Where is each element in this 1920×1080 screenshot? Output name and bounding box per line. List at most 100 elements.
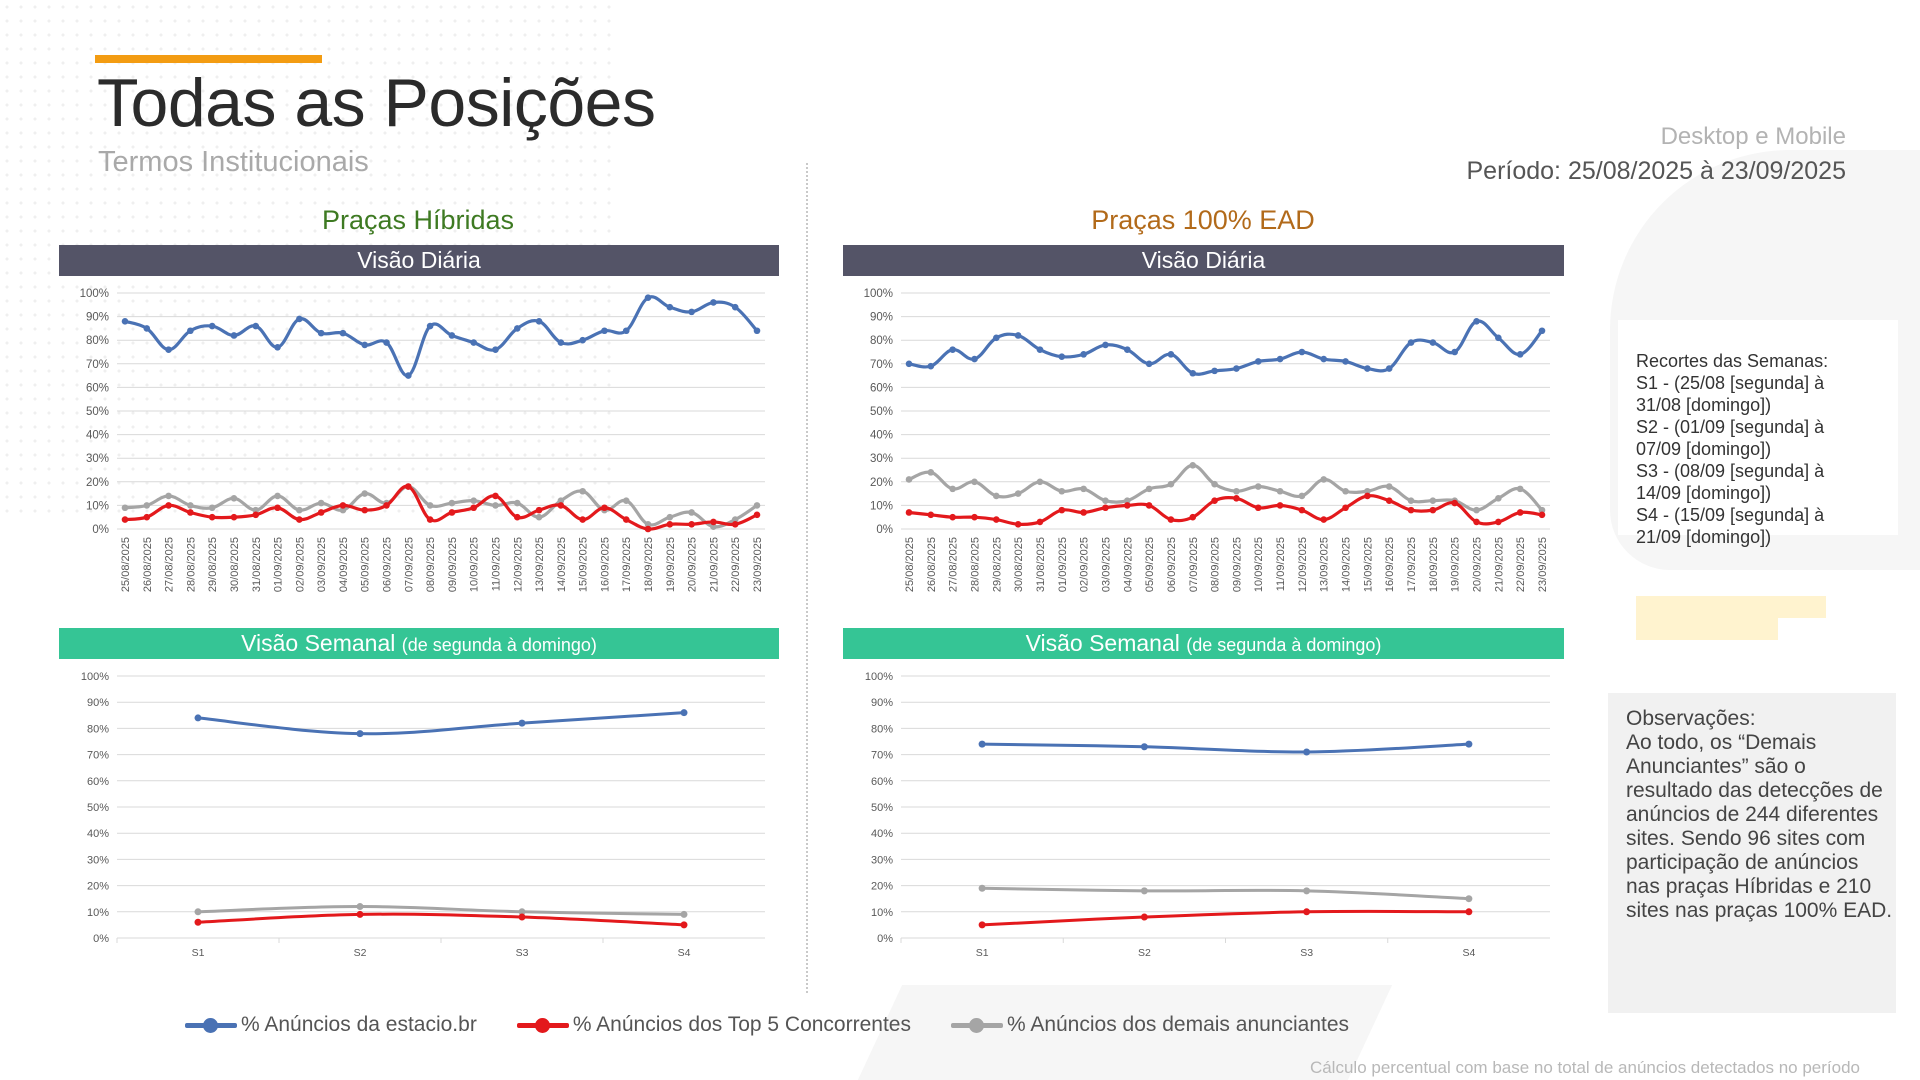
- data-point: [1102, 341, 1109, 349]
- data-point: [993, 492, 1000, 500]
- x-tick-label: 15/09/2025: [578, 537, 590, 592]
- data-point: [1516, 509, 1524, 516]
- data-point: [1145, 502, 1153, 509]
- data-point: [1364, 487, 1371, 495]
- data-point: [208, 513, 216, 521]
- x-tick-label: 29/08/2025: [991, 537, 1003, 592]
- legend-marker-icon: [516, 1017, 569, 1033]
- data-point: [1407, 497, 1415, 504]
- data-point: [470, 339, 477, 346]
- y-tick-label: 100%: [80, 288, 109, 300]
- y-tick-label: 60%: [870, 382, 893, 394]
- x-tick-label: 12/09/2025: [1297, 537, 1309, 592]
- data-point: [1298, 348, 1306, 356]
- x-tick-label: 30/08/2025: [229, 537, 241, 592]
- data-point: [1080, 485, 1087, 493]
- data-point: [1254, 483, 1262, 490]
- x-tick-label: 13/09/2025: [534, 537, 546, 592]
- x-tick-label: 15/09/2025: [1362, 537, 1374, 592]
- data-point: [356, 903, 364, 911]
- highlight-block: [1636, 596, 1826, 618]
- data-point: [731, 520, 739, 528]
- data-point: [143, 513, 151, 521]
- series-line: [980, 886, 1471, 901]
- y-tick-label: 50%: [86, 406, 109, 418]
- data-point: [143, 325, 151, 332]
- data-point: [356, 730, 364, 738]
- data-point: [1342, 358, 1349, 365]
- y-tick-label: 60%: [86, 382, 109, 394]
- data-point: [317, 509, 325, 516]
- data-point: [361, 506, 369, 514]
- x-tick-label: 06/09/2025: [1166, 537, 1178, 592]
- y-tick-label: 10%: [87, 907, 109, 919]
- footnote: Cálculo percentual com base no total de …: [1309, 1058, 1860, 1077]
- data-point: [557, 497, 565, 504]
- data-point: [1189, 461, 1197, 469]
- weeks-panel: [1618, 320, 1898, 535]
- data-point: [1276, 487, 1284, 495]
- legend-label: % Anúncios dos Top 5 Concorrentes: [572, 1013, 911, 1036]
- x-tick-label: 14/09/2025: [1341, 537, 1353, 592]
- series-line: [907, 319, 1544, 376]
- data-point: [1036, 478, 1044, 486]
- data-point: [644, 520, 652, 528]
- data-point: [622, 516, 630, 523]
- x-tick-label: 23/09/2025: [1537, 537, 1549, 592]
- left-section-title: Praças Híbridas: [321, 205, 515, 235]
- data-point: [1123, 502, 1131, 509]
- y-tick-label: 20%: [87, 881, 109, 893]
- y-tick-label: 40%: [871, 828, 893, 840]
- legend-marker-icon: [185, 1017, 237, 1033]
- series-line: [980, 742, 1471, 754]
- data-point: [1123, 497, 1131, 504]
- data-point: [1342, 504, 1349, 512]
- data-point: [194, 918, 202, 926]
- data-point: [927, 511, 935, 519]
- data-point: [1036, 518, 1044, 526]
- data-point: [492, 492, 499, 500]
- y-tick-label: 10%: [871, 907, 893, 919]
- legend-label: % Anúncios da estacio.br: [241, 1013, 477, 1036]
- data-point: [405, 372, 412, 379]
- data-point: [1080, 351, 1087, 358]
- data-point: [1298, 506, 1306, 514]
- observations-text: Ao todo, os “Demais Anunciantes” são o r…: [1626, 731, 1893, 922]
- series-line: [196, 912, 686, 927]
- data-point: [361, 490, 369, 497]
- data-point: [1014, 332, 1022, 339]
- x-tick-label: 21/09/2025: [708, 537, 720, 592]
- right-daily-header: Visão Diária: [843, 245, 1564, 276]
- data-point: [1451, 348, 1458, 356]
- right-section-title: Praças 100% EAD: [1091, 205, 1315, 235]
- x-tick-label: 09/09/2025: [1231, 537, 1243, 592]
- x-tick-label: 05/09/2025: [360, 537, 372, 592]
- data-point: [1407, 506, 1415, 514]
- data-point: [622, 497, 630, 504]
- y-tick-label: 30%: [870, 453, 893, 465]
- right-weekly-header: Visão Semanal (de segunda à domingo): [843, 628, 1564, 659]
- data-point: [1538, 506, 1546, 514]
- x-tick-label: 20/09/2025: [687, 537, 699, 592]
- data-point: [187, 509, 194, 516]
- data-point: [680, 921, 688, 929]
- data-point: [753, 511, 761, 519]
- data-point: [518, 719, 526, 727]
- x-tick-label: 03/09/2025: [1100, 537, 1112, 592]
- y-tick-label: 0%: [877, 933, 893, 945]
- data-point: [1014, 520, 1022, 528]
- data-point: [579, 516, 586, 523]
- data-point: [971, 513, 978, 521]
- data-point: [252, 511, 260, 519]
- week-item: S3 - (08/09 [segunda] à 14/09 [domingo]): [1636, 461, 1825, 503]
- data-point: [208, 504, 216, 512]
- data-point: [1145, 360, 1153, 368]
- data-point: [187, 327, 194, 335]
- data-point: [1145, 485, 1153, 493]
- y-tick-label: 30%: [86, 453, 109, 465]
- y-tick-label: 40%: [86, 430, 109, 442]
- observations: Observações: Ao todo, os “Demais Anuncia…: [1626, 707, 1896, 923]
- data-point: [993, 334, 1000, 342]
- data-point: [927, 469, 935, 476]
- data-point: [1451, 499, 1458, 507]
